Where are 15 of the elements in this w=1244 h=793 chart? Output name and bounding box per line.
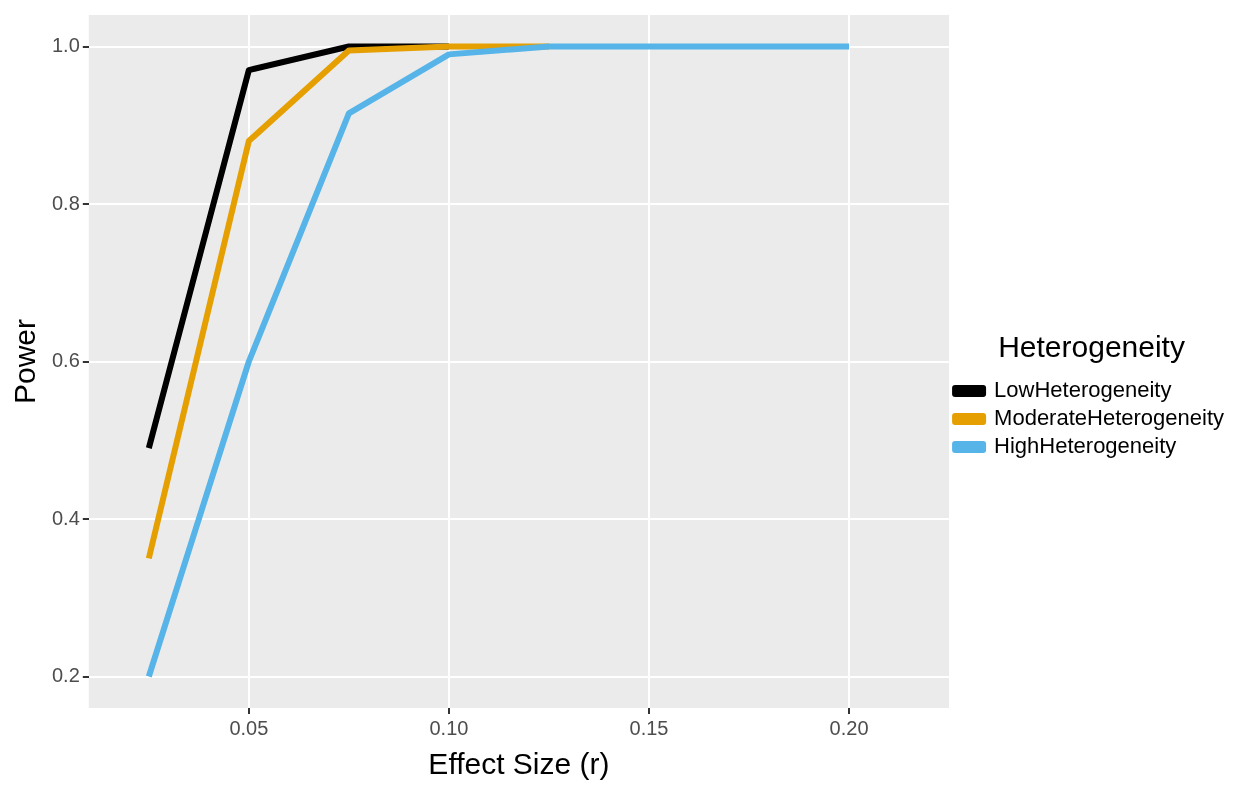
legend-title: Heterogeneity [998,330,1185,364]
y-tick-label: 0.8 [51,191,80,214]
y-axis-title: Power [8,318,42,405]
y-tick-label: 0.6 [51,349,80,372]
x-tick-label: 0.05 [229,716,269,739]
y-tick-label: 0.4 [51,506,80,529]
y-tick-label: 1.0 [51,34,80,57]
legend-label: LowHeterogeneity [994,377,1172,403]
x-tick-label: 0.20 [829,716,869,739]
legend-label: ModerateHeterogeneity [994,405,1225,431]
legend-label: HighHeterogeneity [994,433,1177,459]
y-tick-label: 0.2 [51,664,80,687]
x-tick-label: 0.15 [629,716,669,739]
x-axis-title: Effect Size (r) [428,747,610,781]
x-tick-label: 0.10 [429,716,469,739]
